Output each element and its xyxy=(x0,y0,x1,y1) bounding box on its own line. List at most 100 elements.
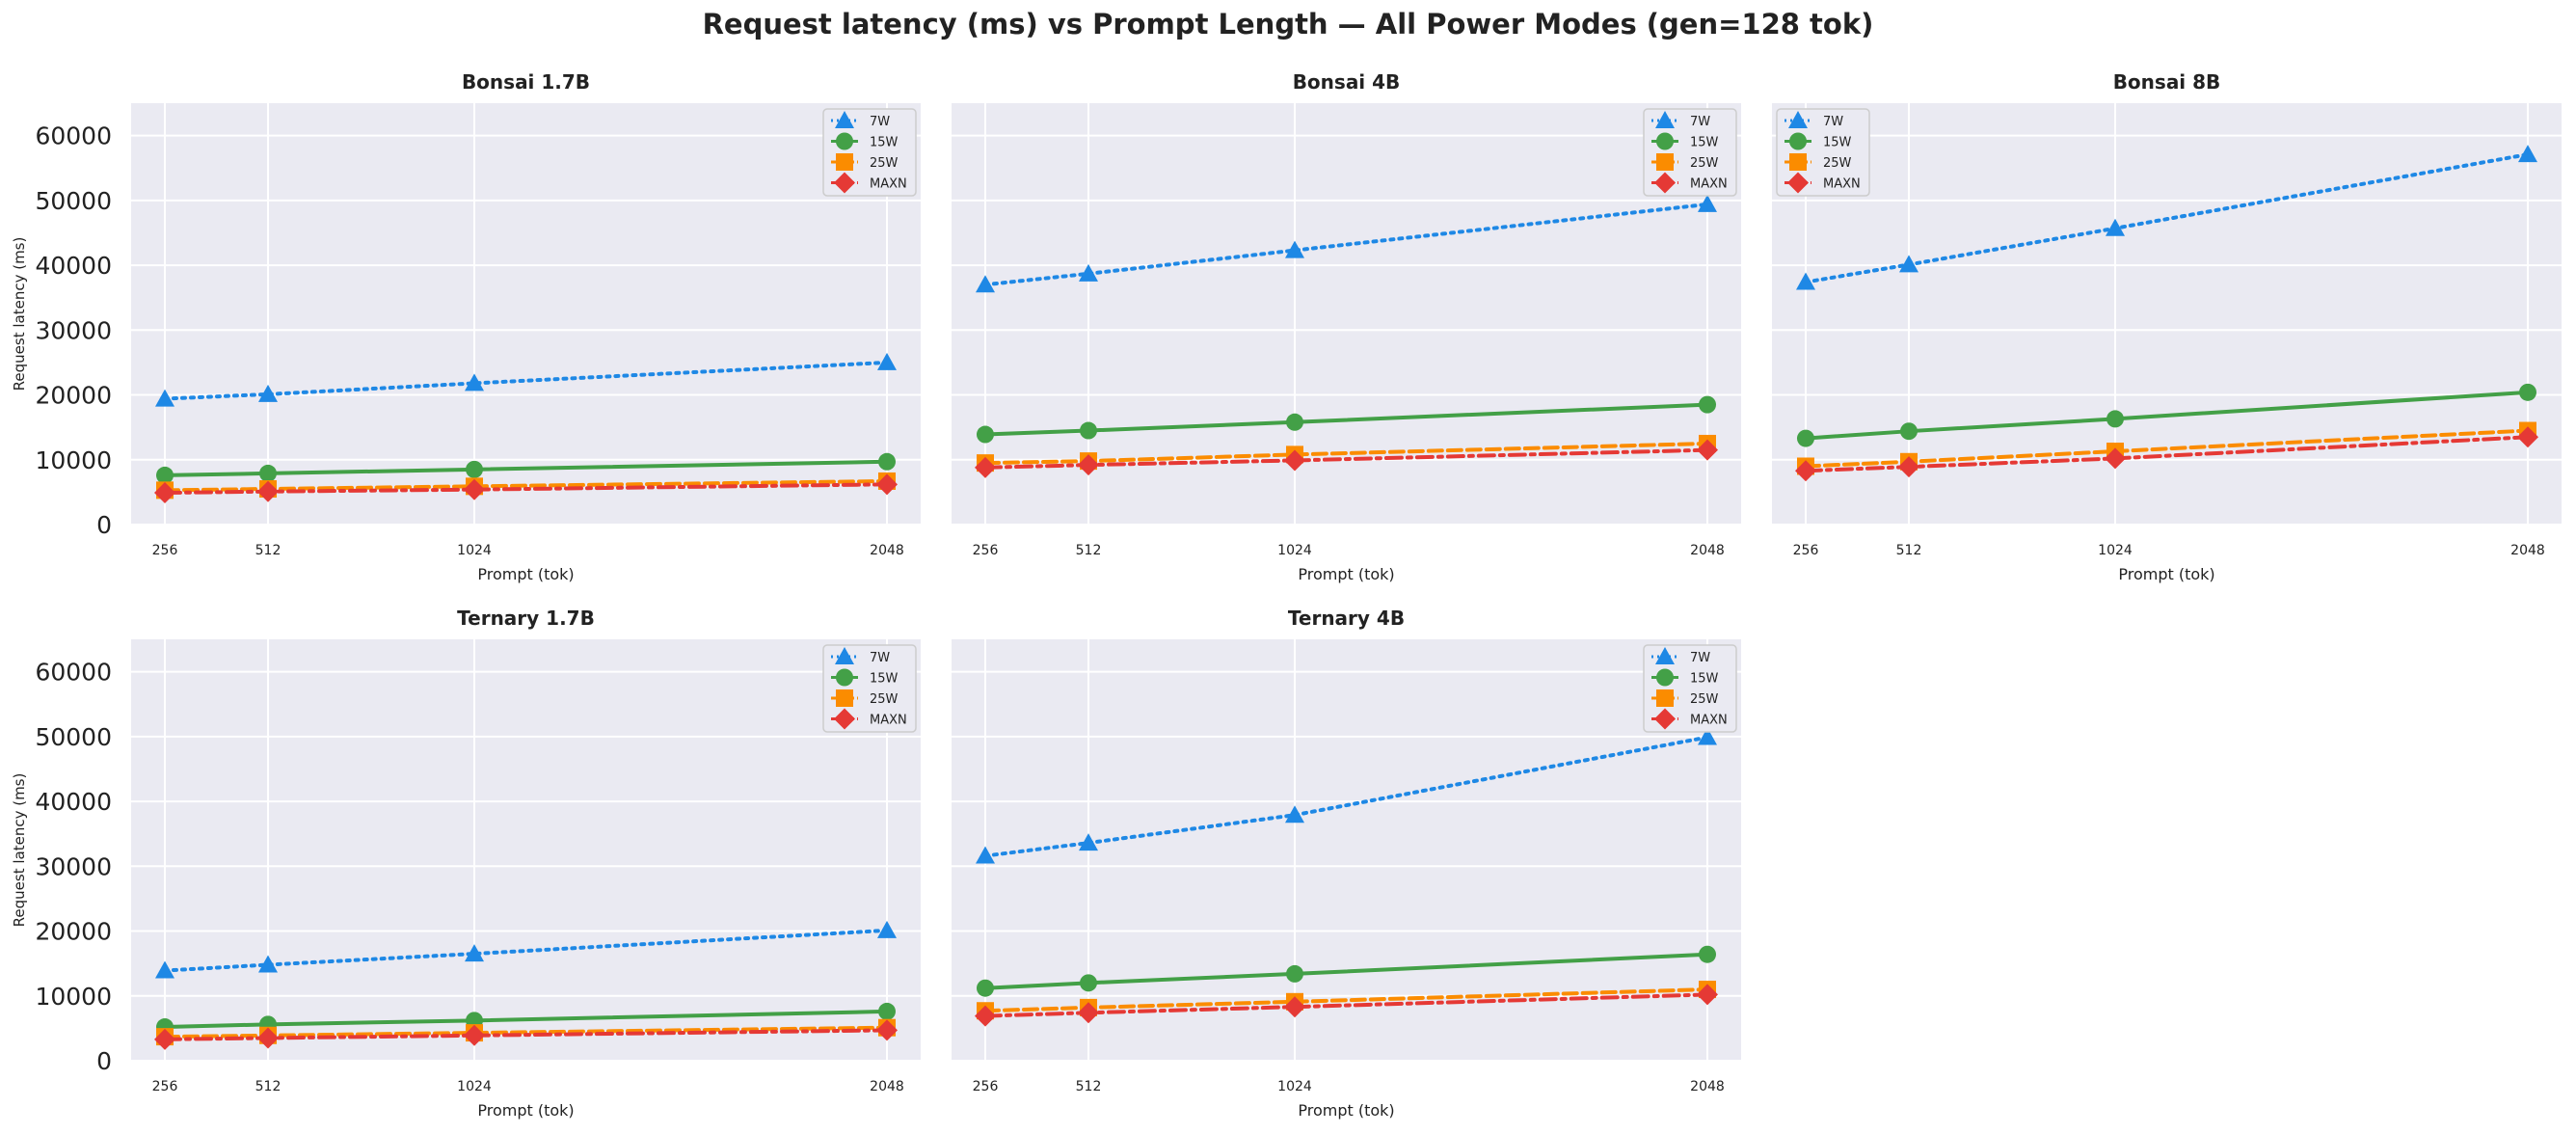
x-axis-label: Prompt (tok) xyxy=(2118,565,2214,583)
series-line xyxy=(163,360,889,401)
x-tick-label: 1024 xyxy=(1277,1079,1312,1094)
series-line xyxy=(983,735,1709,858)
legend-marker xyxy=(836,689,853,707)
x-tick-label: 1024 xyxy=(2098,543,2133,558)
x-tick-label: 256 xyxy=(973,1079,999,1094)
data-point xyxy=(1795,460,1816,482)
legend-label: MAXN xyxy=(870,177,907,192)
plot-area xyxy=(131,103,921,525)
chart-panel: 0 10000 20000 30000 40000 50000 60000 Request l… xyxy=(11,607,921,1120)
series-line xyxy=(163,1028,889,1041)
y-tick-label: 50000 xyxy=(35,723,112,751)
legend-label: 15W xyxy=(1690,672,1719,687)
legend: 7W 15W 25W MAXN xyxy=(1776,108,1870,197)
data-point xyxy=(2105,447,2126,470)
data-point xyxy=(1900,422,1918,441)
legend-marker xyxy=(836,668,853,687)
plot-area xyxy=(131,639,921,1061)
legend-marker xyxy=(1654,172,1676,194)
data-point xyxy=(1286,964,1303,983)
data-point xyxy=(464,1024,485,1046)
legend-marker xyxy=(1655,647,1675,664)
chart-panel: 0 10000 20000 30000 40000 50000 60000 Request l… xyxy=(11,70,921,583)
x-tick-label: 512 xyxy=(1076,543,1102,558)
data-point xyxy=(1080,974,1097,992)
data-point xyxy=(154,1028,175,1050)
data-point xyxy=(1079,263,1098,282)
legend-label: 7W xyxy=(1690,651,1710,665)
legend: 7W 15W 25W MAXN xyxy=(1643,108,1737,197)
data-point xyxy=(1079,833,1098,851)
legend-marker xyxy=(836,132,853,150)
data-point xyxy=(1284,996,1305,1018)
y-tick-label: 20000 xyxy=(35,382,112,410)
data-point xyxy=(977,979,994,997)
legend-label: MAXN xyxy=(1690,714,1728,728)
data-point xyxy=(976,846,995,864)
legend-label: 25W xyxy=(1690,156,1719,171)
x-tick-label: 256 xyxy=(973,543,999,558)
data-point xyxy=(878,452,896,471)
data-point xyxy=(1078,454,1099,476)
series-line xyxy=(1804,152,2530,284)
legend-marker xyxy=(1789,153,1807,171)
legend-label: 15W xyxy=(1690,136,1719,150)
data-point xyxy=(1080,421,1097,440)
data-point xyxy=(878,1002,896,1020)
series-line xyxy=(163,1009,889,1030)
legend-marker xyxy=(1789,132,1807,150)
legend-marker xyxy=(1656,132,1674,150)
figure-title: Request latency (ms) vs Prompt Length — … xyxy=(702,8,1874,40)
x-axis-label: Prompt (tok) xyxy=(1298,565,1394,583)
data-point xyxy=(975,456,996,478)
data-point xyxy=(1898,456,1919,478)
legend-marker xyxy=(1654,708,1676,730)
legend-label: MAXN xyxy=(1690,177,1728,192)
data-point xyxy=(1285,240,1304,258)
y-tick-label: 50000 xyxy=(35,187,112,215)
data-point xyxy=(1699,395,1716,414)
data-point xyxy=(464,478,485,500)
panel-title: Ternary 4B xyxy=(1288,607,1405,630)
data-point xyxy=(465,373,484,392)
x-tick-label: 1024 xyxy=(1277,543,1312,558)
legend-marker xyxy=(1656,153,1674,171)
legend: 7W 15W 25W MAXN xyxy=(822,644,917,733)
legend-label: 25W xyxy=(870,156,899,171)
y-axis-label: Request latency (ms) xyxy=(11,773,28,928)
panel-title: Bonsai 8B xyxy=(2113,70,2221,94)
data-point xyxy=(2517,426,2538,448)
legend-label: 15W xyxy=(870,672,899,687)
data-point xyxy=(1078,1002,1099,1024)
legend-marker xyxy=(1787,172,1809,194)
legend-marker xyxy=(835,111,854,128)
series-line xyxy=(1804,390,2530,441)
y-tick-label: 40000 xyxy=(35,252,112,280)
x-tick-label: 256 xyxy=(152,1079,178,1094)
y-tick-label: 60000 xyxy=(35,122,112,150)
legend-label: 25W xyxy=(870,692,899,707)
x-axis-label: Prompt (tok) xyxy=(477,565,574,583)
x-tick-label: 2048 xyxy=(2510,543,2545,558)
data-point xyxy=(2518,145,2537,163)
data-point xyxy=(1796,272,1815,290)
legend-label: 7W xyxy=(870,651,890,665)
legend-label: 7W xyxy=(1690,115,1710,129)
data-point xyxy=(2106,410,2124,428)
y-tick-label: 30000 xyxy=(35,316,112,344)
data-point xyxy=(154,482,175,504)
data-point xyxy=(1797,429,1814,447)
data-point xyxy=(976,275,995,293)
x-axis-label: Prompt (tok) xyxy=(477,1101,574,1120)
data-point xyxy=(1284,449,1305,472)
data-point xyxy=(258,384,278,402)
legend-marker xyxy=(1788,111,1808,128)
data-point xyxy=(1285,805,1304,824)
series-line xyxy=(1804,428,2530,469)
x-tick-label: 512 xyxy=(1896,543,1922,558)
data-point xyxy=(1698,194,1717,212)
data-point xyxy=(257,1027,279,1049)
legend-label: MAXN xyxy=(1823,177,1861,192)
series-line xyxy=(163,459,889,477)
